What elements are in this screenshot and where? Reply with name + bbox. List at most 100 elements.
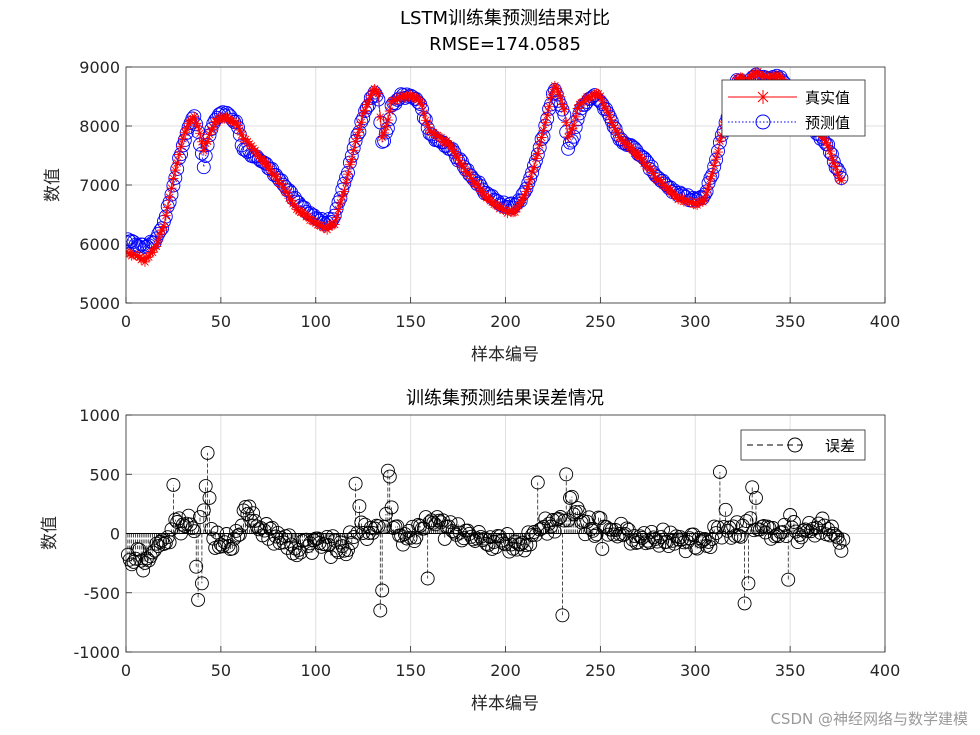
actual-point: [491, 199, 502, 210]
actual-point: [713, 147, 724, 158]
actual-point: [257, 156, 268, 167]
error-point: [134, 553, 149, 568]
error-point: [834, 543, 849, 558]
actual-point: [437, 136, 448, 147]
error-point: [212, 539, 226, 554]
actual-point: [515, 197, 526, 208]
actual-point: [303, 211, 314, 222]
error-point: [739, 514, 754, 529]
actual-point: [483, 192, 494, 203]
error-point: [800, 524, 815, 539]
legend-predicted-marker: [755, 114, 771, 130]
actual-point: [665, 184, 676, 195]
actual-point: [576, 97, 587, 108]
error-point: [156, 537, 171, 551]
error-point: [191, 592, 206, 607]
x-tick-label: 350: [775, 661, 806, 680]
actual-point: [179, 127, 190, 138]
actual-point: [373, 88, 384, 99]
error-point: [496, 536, 511, 551]
error-point: [731, 528, 746, 543]
actual-point: [608, 120, 619, 131]
actual-point: [676, 193, 687, 204]
actual-point: [195, 128, 206, 139]
actual-point: [299, 208, 310, 219]
x-tick-label: 50: [211, 661, 231, 680]
y-tick-label: 9000: [79, 58, 120, 77]
actual-point: [227, 116, 238, 127]
x-tick-label: 300: [680, 312, 711, 331]
actual-point: [356, 117, 367, 128]
error-point: [610, 529, 625, 544]
x-tick-label: 0: [121, 312, 131, 331]
error-point: [788, 524, 803, 539]
actual-point: [777, 74, 788, 85]
actual-point: [519, 190, 530, 201]
actual-point: [824, 146, 835, 157]
actual-point: [324, 222, 335, 233]
actual-point: [536, 132, 547, 143]
chart-prediction-comparison: LSTM训练集预测结果对比 RMSE=174.0585 0 50 100 150 200…: [43, 8, 900, 365]
actual-point: [348, 145, 359, 156]
actual-point: [525, 174, 536, 185]
error-point: [128, 551, 143, 566]
actual-point: [198, 145, 209, 156]
x-tick-label: 400: [870, 661, 901, 680]
error-point: [407, 534, 422, 549]
actual-point: [176, 141, 187, 152]
actual-point: [174, 149, 185, 160]
actual-point: [166, 183, 177, 194]
error-point: [202, 490, 217, 505]
error-point: [547, 524, 562, 539]
error-point: [824, 519, 839, 534]
error-point: [443, 515, 458, 530]
error-point: [745, 480, 760, 495]
actual-point: [464, 169, 475, 180]
y-tick-label: 500: [89, 465, 120, 484]
actual-point: [289, 200, 300, 211]
error-point: [678, 544, 693, 559]
actual-point: [335, 197, 346, 208]
actual-point: [768, 71, 779, 82]
y-tick-label: 1000: [79, 406, 120, 425]
error-point: [284, 537, 299, 552]
actual-point: [282, 187, 293, 198]
y-tick-label: 8000: [79, 117, 120, 136]
error-point: [126, 554, 141, 569]
actual-point: [675, 193, 686, 204]
predicted-point: [126, 234, 141, 249]
actual-point: [737, 72, 748, 83]
actual-point: [762, 72, 773, 83]
error-point: [194, 576, 209, 591]
error-point: [282, 528, 297, 543]
error-point: [244, 513, 259, 528]
actual-point: [162, 202, 173, 213]
actual-point: [255, 153, 266, 164]
actual-point: [637, 153, 648, 164]
actual-point: [599, 100, 610, 111]
error-point: [718, 502, 733, 517]
chart-title: LSTM训练集预测结果对比: [400, 8, 610, 29]
error-point: [724, 530, 739, 545]
actual-point: [589, 89, 600, 100]
actual-point: [555, 91, 566, 102]
predicted-point: [564, 133, 579, 148]
actual-point: [157, 225, 168, 236]
error-point: [257, 523, 272, 538]
x-axis-label: 样本编号: [471, 694, 539, 714]
error-point: [193, 510, 207, 525]
actual-point: [363, 95, 374, 106]
actual-point: [568, 120, 579, 131]
legend-predicted-label: 预测值: [805, 114, 850, 132]
error-point: [712, 464, 727, 479]
x-tick-label: 250: [585, 312, 616, 331]
error-point: [420, 571, 435, 586]
error-point: [181, 508, 196, 523]
actual-point: [346, 154, 357, 165]
x-tick-label: 100: [300, 661, 331, 680]
error-point: [367, 521, 382, 536]
error-point: [711, 520, 725, 535]
actual-point: [667, 188, 678, 199]
y-axis-label: 数值: [40, 516, 60, 550]
